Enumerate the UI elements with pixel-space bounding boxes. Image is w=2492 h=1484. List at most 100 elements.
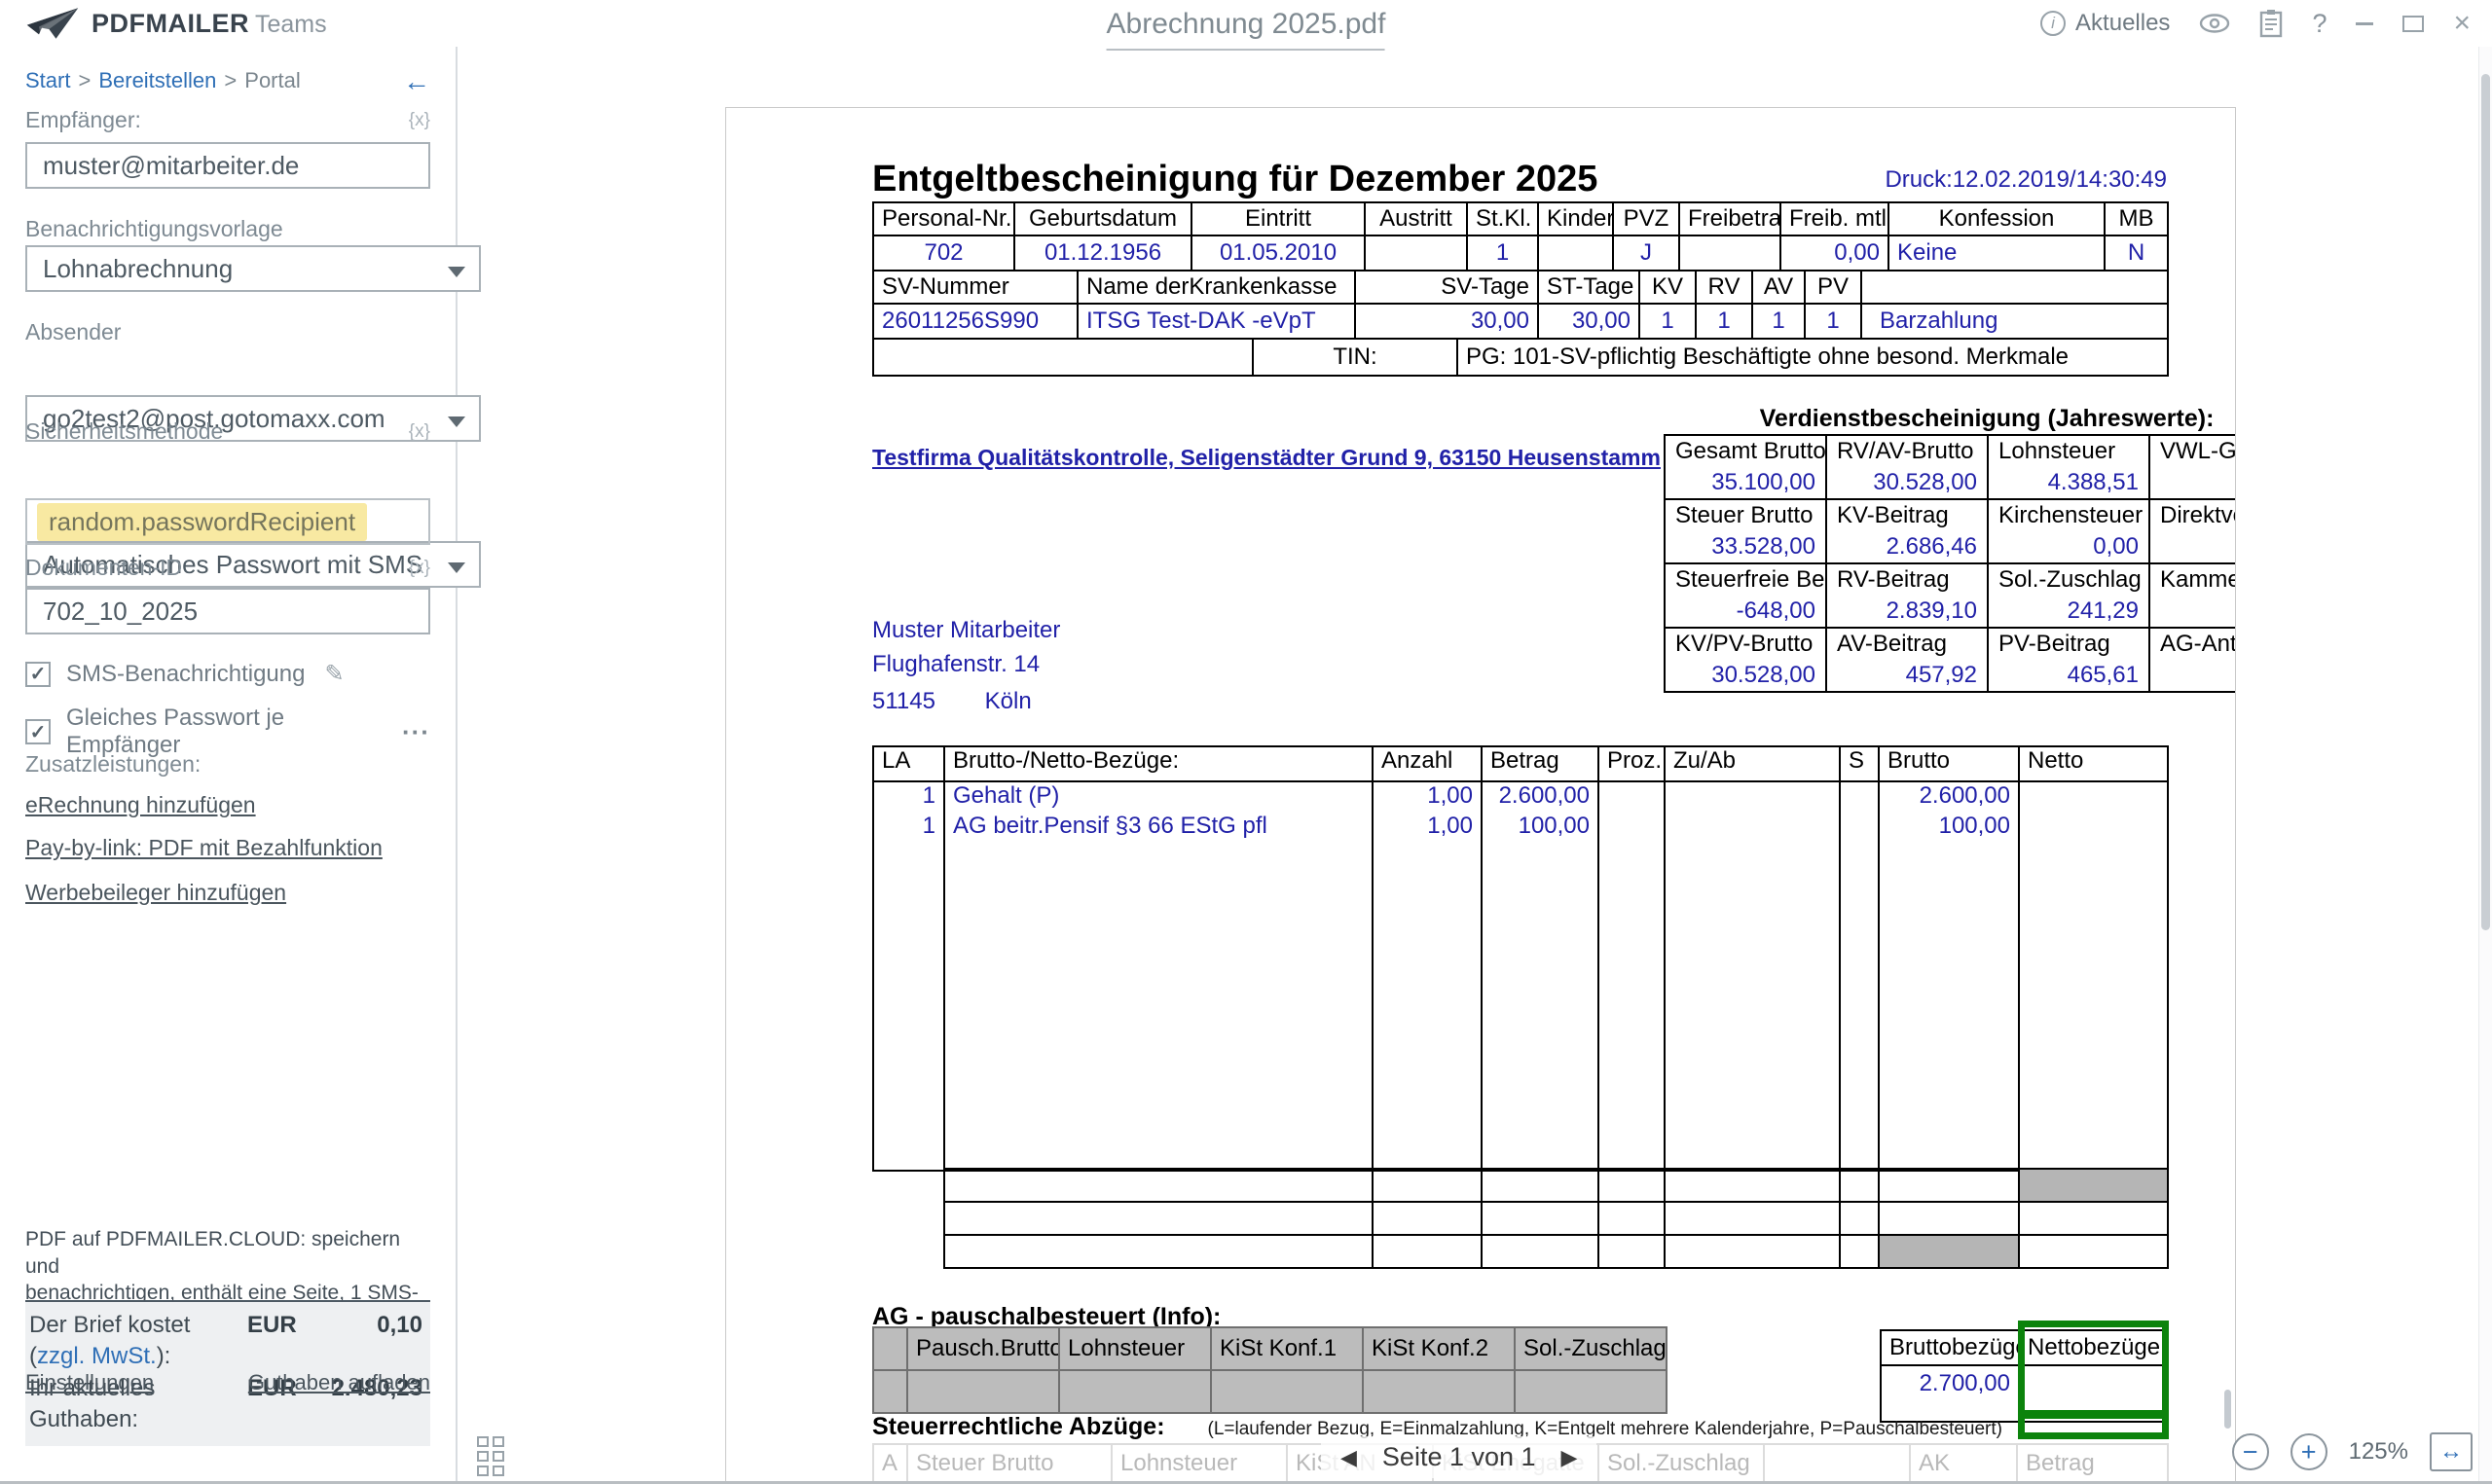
checkbox-checked-icon[interactable]: ✓	[25, 719, 51, 744]
clipboard-button[interactable]	[2259, 9, 2283, 38]
col-header: MB	[2104, 201, 2169, 236]
col-header: Freib. mtl.	[1779, 201, 1889, 236]
maximize-button[interactable]	[2402, 15, 2425, 32]
variable-icon[interactable]: {x}	[408, 557, 430, 578]
pdf-scrollbar-thumb[interactable]	[2224, 1390, 2231, 1429]
empfaenger-input[interactable]: muster@mitarbeiter.de	[25, 142, 430, 189]
netto-selection-bar	[2025, 1410, 2162, 1419]
sms-checkbox-label: SMS-Benachrichtigung	[66, 660, 306, 687]
col-header: S	[1839, 745, 1880, 782]
cell-value: 1	[1695, 303, 1753, 340]
breadcrumb-separator: >	[224, 68, 238, 92]
einstellungen-link[interactable]: Einstellungen	[25, 1370, 155, 1394]
breadcrumb: Start > Bereitstellen > Portal ←	[25, 66, 430, 96]
empfaenger-label-row: Empfänger: {x}	[25, 107, 430, 133]
gray-sum-cell	[2018, 1168, 2169, 1203]
zusatzleistungen-label: Zusatzleistungen:	[25, 751, 202, 777]
dokid-input[interactable]: 702_10_2025	[25, 588, 430, 634]
more-options-icon[interactable]: ···	[402, 716, 430, 746]
erechnung-link[interactable]: eRechnung hinzufügen	[25, 792, 256, 817]
passwort-input[interactable]: random.passwordRecipient	[25, 498, 430, 545]
col-header: Lohnsteuer	[1111, 1443, 1288, 1484]
col-header: SV-Tage	[1354, 270, 1539, 305]
year-cell: KV-Beitrag 2.686,46	[1825, 498, 1989, 564]
col-header: Freibetrag	[1678, 201, 1781, 236]
gleiches-passwort-checkbox-row[interactable]: ✓ Gleiches Passwort je Empfänger ···	[25, 705, 430, 759]
year-cell: Steuerfreie Bez. -648,00	[1664, 562, 1827, 629]
col-header: KV	[1638, 270, 1697, 305]
zoom-controls: − + 125% ↔	[2231, 1432, 2473, 1471]
year-cell: AG-Anteil priv. KV0,00	[2148, 627, 2235, 693]
sicherheit-select[interactable]: Automatisches Passwort mit SMS	[25, 541, 481, 588]
empty-cell	[872, 338, 1254, 377]
cell-value: Barzahlung	[1860, 303, 2169, 340]
ag-pauschal-title: AG - pauschalbesteuert (Info):	[872, 1303, 1222, 1330]
zoom-out-button[interactable]: −	[2231, 1433, 2269, 1470]
breadcrumb-bereitstellen[interactable]: Bereitstellen	[98, 68, 217, 92]
app-scrollbar[interactable]	[2478, 47, 2492, 1484]
la-column: 1 1	[872, 780, 945, 1172]
col-header: Proz.	[1597, 745, 1666, 782]
col-header: Zu/Ab	[1664, 745, 1841, 782]
mwst-link[interactable]: zzgl. MwSt.	[37, 1343, 157, 1370]
document-title-text: Abrechnung 2025.pdf	[1106, 8, 1386, 40]
year-values-title: Verdienstbescheinigung (Jahreswerte):	[1759, 405, 2215, 432]
col-header: A	[872, 1443, 908, 1484]
col-header: Netto	[2018, 745, 2169, 782]
col-header: Geburtsdatum	[1013, 201, 1192, 236]
close-button[interactable]: ×	[2453, 7, 2471, 39]
guthaben-amount: 2.480,23	[331, 1374, 422, 1401]
bruttobezuege-value: 2.700,00	[1880, 1364, 2020, 1423]
back-arrow-button[interactable]: ←	[403, 66, 430, 96]
col-header: Betrag	[1481, 745, 1599, 782]
aktuelles-button[interactable]: i Aktuelles	[2040, 10, 2170, 37]
year-cell: PV-Beitrag 465,61	[1987, 627, 2150, 693]
steuer-legend: (L=laufender Bezug, E=Einmalzahlung, K=E…	[1207, 1419, 2002, 1439]
year-cell: KV/PV-Brutto 30.528,00	[1664, 627, 1827, 693]
guthaben-aufladen-link[interactable]: Guthaben aufladen	[247, 1370, 430, 1394]
fit-width-button[interactable]: ↔	[2430, 1432, 2473, 1471]
pdf-viewer: Entgeltbescheinigung für Dezember 2025 D…	[459, 47, 2492, 1484]
anzahl-column: 1,00 1,00	[1372, 780, 1483, 1172]
absender-select[interactable]: go2test2@post.gotomaxx.com	[25, 395, 481, 442]
cell-value	[1678, 235, 1781, 271]
col-header: AV	[1751, 270, 1806, 305]
checkbox-checked-icon[interactable]: ✓	[25, 661, 51, 687]
col-header	[1860, 270, 2169, 305]
previous-page-button[interactable]: ◀	[1340, 1444, 1357, 1469]
paybylink-link[interactable]: Pay-by-link: PDF mit Bezahlfunktion	[25, 835, 383, 860]
variable-icon[interactable]: {x}	[408, 109, 430, 130]
proz-column	[1597, 780, 1666, 1172]
title-bar: PDFMAILER Teams Abrechnung 2025.pdf i Akt…	[0, 0, 2492, 51]
gray-sum-cell	[1878, 1234, 2020, 1269]
app-scrollbar-thumb[interactable]	[2481, 74, 2490, 930]
sms-checkbox-row[interactable]: ✓ SMS-Benachrichtigung ✎	[25, 660, 430, 688]
cell-value: 1	[1638, 303, 1697, 340]
steuer-title: Steuerrechtliche Abzüge:	[872, 1413, 1165, 1440]
help-button[interactable]: ?	[2312, 8, 2327, 38]
col-header: Name derKrankenkasse	[1077, 270, 1356, 305]
werbebeileger-link[interactable]: Werbebeileger hinzufügen	[25, 880, 287, 905]
year-cell: Direktvers.-Ges.0,00	[2148, 498, 2235, 564]
zoom-in-button[interactable]: +	[2290, 1433, 2327, 1470]
aktuelles-label: Aktuelles	[2075, 10, 2171, 36]
sidebar: Start > Bereitstellen > Portal ← Empfäng…	[0, 47, 481, 1484]
ag-pauschal-table: Pausch.Brutto Lohnsteuer KiSt Konf.1 KiS…	[872, 1326, 1667, 1414]
col-header	[1763, 1443, 1911, 1484]
edit-pencil-icon[interactable]: ✎	[324, 661, 345, 687]
year-cell: AV-Beitrag 457,92	[1825, 627, 1989, 693]
page-indicator: Seite 1 von 1	[1381, 1442, 1536, 1471]
variable-icon[interactable]: {x}	[408, 420, 430, 442]
preview-eye-button[interactable]	[2199, 14, 2230, 33]
vorlage-select[interactable]: Lohnabrechnung	[25, 245, 481, 292]
next-page-button[interactable]: ▶	[1560, 1444, 1578, 1469]
breadcrumb-start[interactable]: Start	[25, 68, 71, 92]
zuab-column	[1664, 780, 1841, 1172]
thumbnail-grid-button[interactable]	[477, 1436, 504, 1476]
col-header: AK	[1909, 1443, 2018, 1484]
dokid-label: Dokumenten-ID	[25, 555, 183, 580]
recipient-name: Muster Mitarbeiter	[872, 617, 1061, 643]
bruttobezuege-header: Bruttobezüge	[1880, 1329, 2020, 1366]
minimize-button[interactable]	[2356, 21, 2374, 25]
year-cell: Lohnsteuer 4.388,51	[1987, 434, 2150, 500]
